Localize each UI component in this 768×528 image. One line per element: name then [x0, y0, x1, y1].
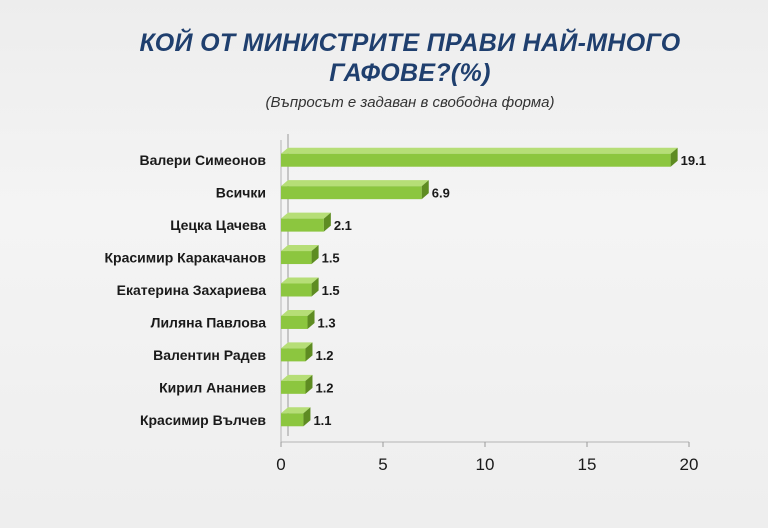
bar-top-face: [281, 147, 678, 154]
bar: [281, 251, 312, 265]
bar-top-face: [281, 407, 311, 414]
category-label: Цецка Цачева: [170, 217, 266, 233]
category-label: Лиляна Павлова: [151, 314, 267, 330]
bar: [281, 186, 422, 200]
category-label: Кирил Ананиев: [159, 379, 266, 395]
bar-end-face: [303, 407, 311, 427]
bar-end-face: [670, 147, 678, 167]
bar-end-face: [323, 212, 331, 232]
category-label: Всички: [216, 185, 266, 201]
bar-end-face: [307, 309, 315, 329]
value-label: 1.2: [315, 380, 333, 395]
bar-top-face: [281, 374, 313, 381]
bar: [281, 153, 671, 167]
x-tick-label: 20: [680, 455, 699, 474]
bar-end-face: [311, 277, 319, 297]
bar-top-face: [281, 342, 313, 349]
bar: [281, 315, 308, 329]
value-label: 1.3: [318, 315, 336, 330]
value-label: 2.1: [334, 218, 352, 233]
bar-top-face: [281, 212, 331, 219]
category-label: Валентин Радев: [153, 347, 266, 363]
category-label: Валери Симеонов: [140, 152, 267, 168]
category-label: Красимир Вълчев: [140, 412, 266, 428]
bar-top-face: [281, 245, 319, 252]
bar-end-face: [311, 245, 319, 265]
x-tick-label: 15: [578, 455, 597, 474]
bar: [281, 380, 306, 394]
x-tick-label: 5: [378, 455, 387, 474]
value-label: 6.9: [432, 186, 450, 201]
bar: [281, 218, 324, 232]
value-label: 1.5: [322, 283, 340, 298]
bar-top-face: [281, 180, 429, 187]
bar-top-face: [281, 309, 315, 316]
bar-end-face: [421, 180, 429, 200]
chart-title: КОЙ ОТ МИНИСТРИТЕ ПРАВИ НАЙ-МНОГО ГАФОВЕ…: [139, 29, 681, 87]
x-tick-label: 10: [476, 455, 495, 474]
value-label: 19.1: [681, 153, 706, 168]
value-label: 1.1: [313, 413, 331, 428]
x-tick-label: 0: [276, 455, 285, 474]
bar: [281, 283, 312, 297]
bar: [281, 413, 304, 427]
bar-end-face: [305, 342, 313, 362]
value-label: 1.2: [315, 348, 333, 363]
bar-top-face: [281, 277, 319, 284]
bar-end-face: [305, 374, 313, 394]
category-label: Красимир Каракачанов: [105, 250, 267, 266]
category-label: Екатерина Захариева: [117, 282, 267, 298]
chart-subtitle: (Въпросът е задаван в свободна форма): [265, 94, 555, 111]
value-label: 1.5: [322, 251, 340, 266]
bar: [281, 348, 306, 362]
